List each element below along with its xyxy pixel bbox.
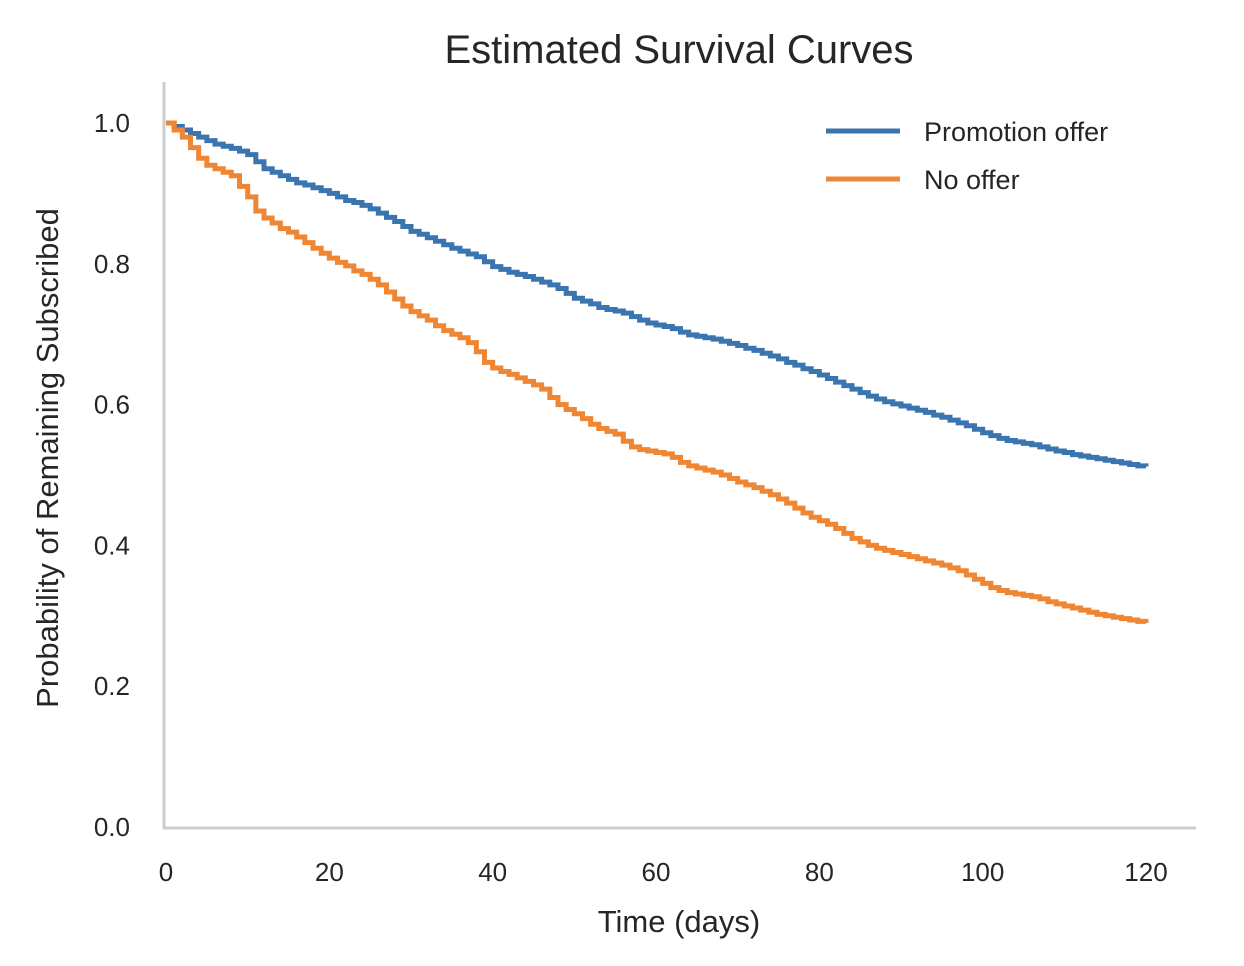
x-tick-labels: 0 20 40 60 80 100 120: [159, 857, 1168, 887]
x-tick-label: 60: [642, 857, 671, 887]
x-tick-label: 20: [315, 857, 344, 887]
legend-label: No offer: [924, 165, 1020, 195]
series-lines: [166, 120, 1149, 624]
x-axis-label: Time (days): [598, 904, 760, 939]
x-tick-label: 0: [159, 857, 173, 887]
y-tick-labels: 0.0 0.2 0.4 0.6 0.8 1.0: [94, 108, 130, 842]
legend: Promotion offer No offer: [826, 117, 1108, 195]
legend-label: Promotion offer: [924, 117, 1108, 147]
y-tick-label: 0.8: [94, 249, 130, 279]
y-tick-label: 0.2: [94, 671, 130, 701]
x-tick-label: 100: [961, 857, 1004, 887]
x-tick-label: 80: [805, 857, 834, 887]
x-tick-label: 40: [478, 857, 507, 887]
x-tick-label: 120: [1124, 857, 1167, 887]
y-tick-label: 0.4: [94, 530, 130, 560]
y-tick-label: 1.0: [94, 108, 130, 138]
chart-title: Estimated Survival Curves: [444, 28, 913, 72]
series-line-no-offer: [166, 120, 1149, 624]
y-tick-label: 0.6: [94, 390, 130, 420]
y-tick-label: 0.0: [94, 812, 130, 842]
series-line-promotion-offer: [166, 120, 1149, 469]
y-axis-label: Probability of Remaining Subscribed: [30, 208, 65, 708]
